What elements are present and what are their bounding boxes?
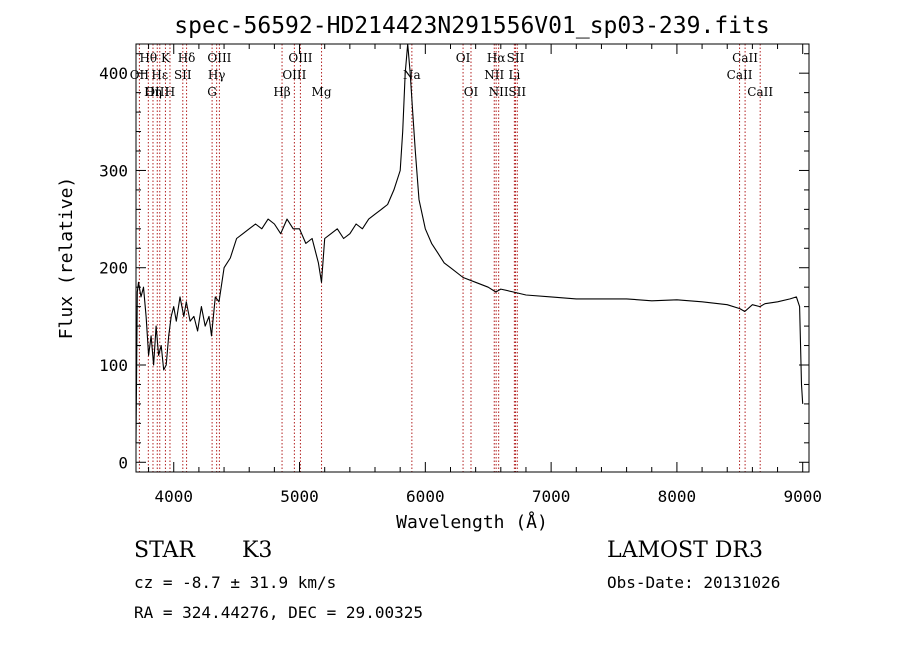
line-label-4: Hη xyxy=(144,85,162,99)
line-label-23: NII xyxy=(489,85,509,99)
line-label-19: Hα xyxy=(487,51,506,65)
line-label-2: OIII xyxy=(145,85,169,99)
y-tick-label-3: 300 xyxy=(99,161,128,180)
line-label-13: OIII xyxy=(288,51,312,65)
line-label-9: OIII xyxy=(207,51,231,65)
line-label-3: Hε xyxy=(151,68,168,82)
velocity-text: cz = -8.7 ± 31.9 km/s xyxy=(134,573,337,592)
line-label-6: H xyxy=(165,85,175,99)
emission-line-markers xyxy=(138,44,761,472)
coordinates-text: RA = 324.44276, DEC = 29.00325 xyxy=(134,603,423,622)
y-tick-label-0: 0 xyxy=(118,453,128,472)
line-label-25: CaII xyxy=(727,68,753,82)
y-tick-label-4: 400 xyxy=(99,64,128,83)
axis-ticks xyxy=(136,44,809,472)
line-label-14: OIII xyxy=(282,68,306,82)
line-label-10: Hγ xyxy=(208,68,226,82)
line-label-7: SII xyxy=(174,68,192,82)
line-label-20: SII xyxy=(507,51,525,65)
line-label-21: NII xyxy=(484,68,504,82)
line-label-16: Na xyxy=(403,68,421,82)
y-axis-label: Flux (relative) xyxy=(56,177,77,340)
x-tick-label-5: 9000 xyxy=(783,487,822,506)
line-label-27: CaII xyxy=(747,85,773,99)
x-tick-label-0: 4000 xyxy=(154,487,193,506)
x-tick-label-3: 7000 xyxy=(532,487,571,506)
plot-frame xyxy=(135,43,810,473)
x-tick-label-4: 8000 xyxy=(658,487,697,506)
x-tick-label-1: 5000 xyxy=(280,487,319,506)
line-label-24: SII xyxy=(508,85,526,99)
line-label-12: Hβ xyxy=(273,85,290,99)
obs-date: Obs-Date: 20131026 xyxy=(607,573,781,592)
spectrum-series-line xyxy=(135,43,804,443)
line-label-8: Hδ xyxy=(178,51,196,65)
line-label-5: K xyxy=(161,51,171,65)
line-label-22: Li xyxy=(508,68,520,82)
y-tick-label-1: 100 xyxy=(99,356,128,375)
x-axis-label: Wavelength (Å) xyxy=(396,511,548,533)
line-label-17: OI xyxy=(456,51,471,65)
y-tick-label-2: 200 xyxy=(99,259,128,278)
line-label-18: OI xyxy=(464,85,479,99)
line-label-15: Mg xyxy=(312,85,332,99)
line-label-11: G xyxy=(207,85,217,99)
line-label-1: OII xyxy=(130,68,150,82)
chart-title: spec-56592-HD214423N291556V01_sp03-239.f… xyxy=(174,13,769,39)
survey-name: LAMOST DR3 xyxy=(607,538,763,563)
line-label-26: CaII xyxy=(732,51,758,65)
emission-line-labels: Hθ OII OIII Hε Hη K H SII Hδ OIII Hγ G Hβ OIII OIII Mg N… xyxy=(130,51,774,99)
x-tick-label-2: 6000 xyxy=(406,487,445,506)
axis-tick-labels: 4000 5000 6000 7000 8000 9000 0 100 200 300 400 xyxy=(99,64,822,506)
object-type: STAR xyxy=(134,538,195,563)
object-subclass: K3 xyxy=(242,538,273,563)
line-label-0: Hθ xyxy=(139,51,157,65)
